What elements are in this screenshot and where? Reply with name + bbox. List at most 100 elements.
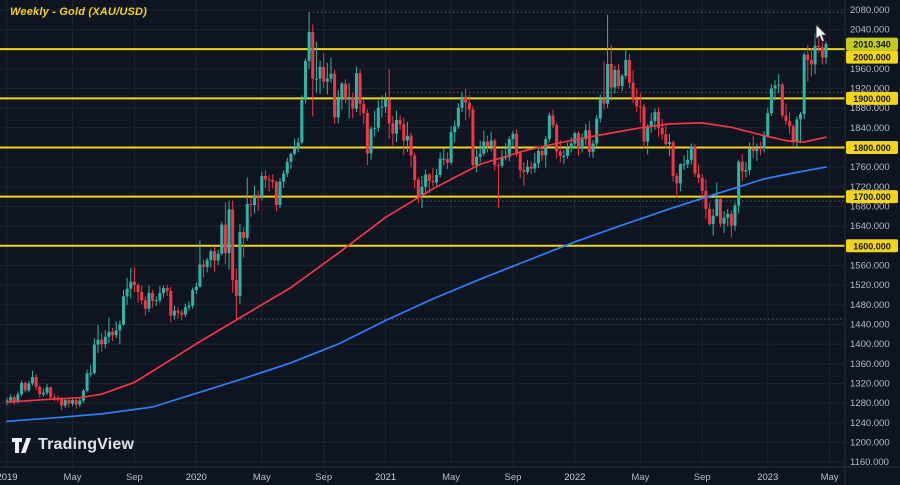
candle-body bbox=[89, 373, 93, 375]
svg-text:2010.340: 2010.340 bbox=[853, 40, 891, 50]
candle-body bbox=[340, 83, 344, 99]
candle-body bbox=[92, 344, 96, 374]
candle-body bbox=[293, 147, 297, 154]
candle-body bbox=[573, 133, 577, 144]
time-axis-label: May bbox=[253, 472, 271, 483]
candle-body bbox=[420, 186, 424, 197]
candle-body bbox=[67, 400, 71, 404]
tradingview-logo-text: TradingView bbox=[38, 436, 135, 453]
candle-body bbox=[165, 288, 169, 292]
candle-body bbox=[307, 31, 311, 61]
yellow-level-axis-label bbox=[846, 91, 898, 105]
candle-body bbox=[365, 113, 369, 154]
candle-body bbox=[806, 54, 810, 60]
tradingview-logo[interactable]: TradingView bbox=[12, 436, 134, 454]
candle-body bbox=[791, 126, 795, 143]
candle-body bbox=[598, 98, 602, 119]
price-axis-label: 1560.000 bbox=[850, 260, 890, 271]
candle-body bbox=[799, 114, 803, 120]
candle-body bbox=[16, 394, 20, 402]
candle-body bbox=[718, 199, 722, 224]
candle-body bbox=[569, 143, 573, 149]
candle-body bbox=[507, 139, 511, 157]
candle-body bbox=[427, 174, 431, 181]
candle-body bbox=[169, 291, 173, 316]
candle-body bbox=[373, 127, 377, 129]
candle-body bbox=[620, 75, 624, 87]
candle-body bbox=[351, 97, 355, 109]
price-axis-label: 1160.000 bbox=[850, 457, 889, 468]
time-axis-label: 2021 bbox=[375, 472, 396, 483]
candle-body bbox=[322, 66, 326, 82]
candle-body bbox=[227, 209, 231, 254]
time-axis[interactable]: 2019 May Sep 2020 May Sep 2021 May Sep 2022 May Sep… bbox=[0, 466, 900, 483]
candle-body bbox=[748, 148, 752, 171]
candle-body bbox=[358, 73, 362, 104]
candle-body bbox=[205, 260, 209, 267]
candle-body bbox=[20, 382, 24, 395]
candle-body bbox=[325, 78, 329, 82]
candle-body bbox=[824, 44, 828, 58]
price-axis-label: 2040.000 bbox=[850, 24, 890, 35]
candle-body bbox=[198, 264, 202, 287]
candle-body bbox=[362, 103, 366, 114]
price-axis-label: 1920.000 bbox=[850, 83, 890, 94]
candle-body bbox=[784, 115, 788, 121]
candle-body bbox=[617, 69, 621, 87]
price-axis-label: 1400.000 bbox=[850, 339, 890, 350]
candle-body bbox=[813, 45, 817, 65]
chart-title: Weekly - Gold (XAU/USD) bbox=[10, 6, 148, 18]
last-price-axis-label bbox=[846, 37, 898, 51]
candle-body bbox=[529, 166, 533, 169]
candle-body bbox=[81, 390, 85, 401]
candle-body bbox=[591, 143, 595, 152]
grid bbox=[0, 0, 845, 467]
candle-body bbox=[788, 120, 792, 127]
candle-body bbox=[394, 119, 398, 134]
candle-body bbox=[63, 400, 67, 406]
candle-body bbox=[154, 300, 158, 302]
svg-text:1900.000: 1900.000 bbox=[853, 94, 891, 104]
candle-body bbox=[278, 181, 282, 205]
candle-body bbox=[245, 204, 249, 238]
candle-body bbox=[162, 288, 166, 293]
candle-body bbox=[114, 330, 118, 336]
yellow-level-axis-label bbox=[846, 190, 898, 204]
candle-body bbox=[631, 82, 635, 100]
candle-body bbox=[485, 141, 489, 147]
candle-body bbox=[449, 132, 453, 163]
candle-body bbox=[500, 156, 504, 166]
candle-body bbox=[296, 142, 300, 148]
candle-body bbox=[664, 134, 668, 145]
candle-body bbox=[380, 106, 384, 108]
candle-body bbox=[391, 123, 395, 134]
candle-body bbox=[657, 112, 661, 128]
candle-body bbox=[209, 251, 213, 261]
candle-body bbox=[453, 126, 457, 133]
candle-body bbox=[751, 148, 755, 151]
candle-body bbox=[85, 373, 89, 391]
mouse-cursor-icon bbox=[814, 22, 832, 49]
yellow-level-axis-label bbox=[846, 140, 898, 154]
yellow-price-levels[interactable] bbox=[0, 48, 845, 247]
candle-body bbox=[482, 141, 486, 154]
candle-body bbox=[802, 54, 806, 115]
candle-body bbox=[111, 331, 115, 336]
time-axis-label: May bbox=[631, 472, 649, 483]
candle-body bbox=[689, 146, 693, 160]
candle-body bbox=[566, 148, 570, 156]
candle-body bbox=[595, 118, 599, 144]
candle-body bbox=[129, 281, 133, 289]
price-axis[interactable]: 2080.000 2040.000 1960.000 1920.000 1880.000… bbox=[844, 0, 900, 485]
candle-body bbox=[580, 139, 584, 149]
time-axis-label: 2019 bbox=[0, 472, 18, 483]
candle-body bbox=[303, 60, 307, 100]
candle-body bbox=[562, 155, 566, 157]
candle-body bbox=[638, 106, 642, 108]
candle-body bbox=[711, 215, 715, 225]
candle-body bbox=[697, 173, 701, 178]
candle-body bbox=[526, 166, 530, 173]
candle-body bbox=[314, 78, 318, 80]
candle-body bbox=[260, 175, 264, 197]
